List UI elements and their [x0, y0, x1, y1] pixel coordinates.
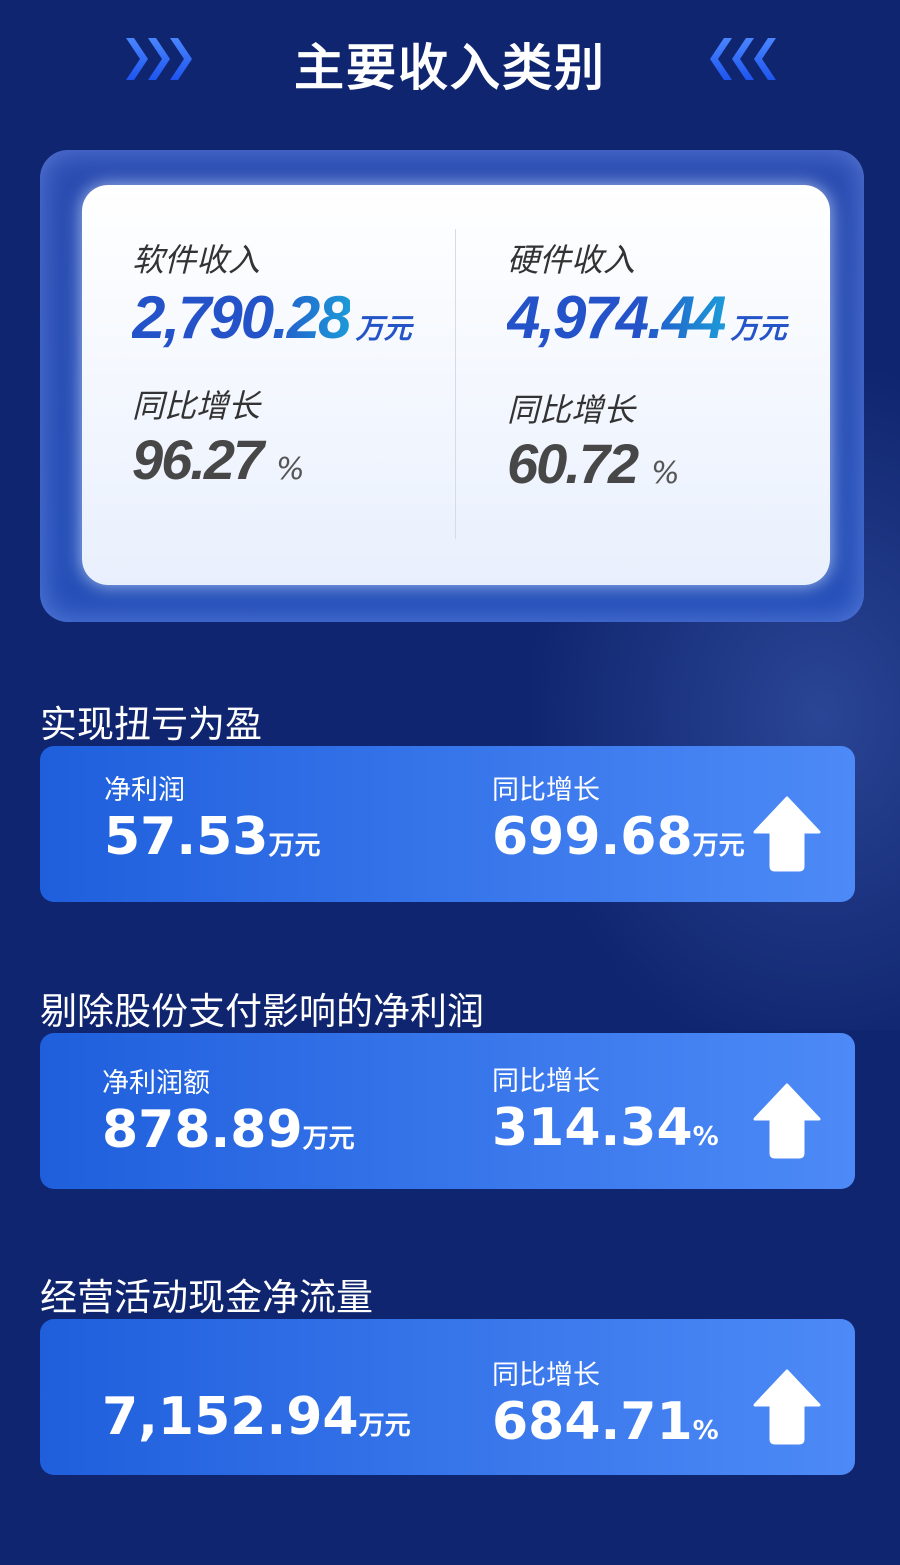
operating-cash-flow-card: 7,152.94万元 同比增长 684.71%	[40, 1319, 855, 1475]
growth-unit: 万元	[692, 831, 745, 861]
hardware-unit: 万元	[730, 312, 787, 345]
arrow-up-icon	[753, 796, 821, 872]
chevrons-right-icon	[126, 38, 192, 80]
hardware-value: 4,974.44	[507, 284, 727, 351]
metric-value: 878.89	[102, 1100, 303, 1160]
growth-value: 314.34	[492, 1098, 693, 1158]
software-growth-label: 同比增长	[132, 387, 261, 425]
revenue-card: 软件收入 2,790.28 万元 同比增长 96.27% 硬件收入 4,974.4…	[82, 185, 830, 585]
net-profit-card: 净利润 57.53万元 同比增长 699.68万元	[40, 746, 855, 902]
hardware-revenue: 硬件收入 4,974.44 万元 同比增长 60.72%	[507, 235, 817, 496]
growth-label: 同比增长	[492, 1360, 600, 1391]
metric-value: 57.53	[104, 807, 269, 867]
software-label: 软件收入	[132, 241, 261, 279]
growth-label: 同比增长	[492, 775, 600, 806]
divider	[455, 229, 456, 539]
metric-label: 净利润额	[102, 1068, 210, 1099]
header: 主要收入类别	[0, 24, 900, 97]
metric-unit: 万元	[268, 831, 321, 861]
growth-unit: %	[692, 1416, 719, 1446]
hardware-label: 硬件收入	[507, 241, 636, 279]
growth-value: 699.68	[492, 807, 693, 867]
section-title: 经营活动现金净流量	[40, 1276, 373, 1319]
metric-unit: 万元	[358, 1411, 411, 1441]
hardware-growth-unit: %	[651, 456, 680, 491]
metric-unit: 万元	[302, 1124, 355, 1154]
metric-value: 7,152.94	[102, 1387, 359, 1447]
page-title: 主要收入类别	[294, 39, 606, 97]
software-growth-value: 96.27	[132, 428, 264, 491]
adjusted-net-profit-card: 净利润额 878.89万元 同比增长 314.34%	[40, 1033, 855, 1189]
chevrons-left-icon	[710, 38, 776, 80]
section-title: 实现扭亏为盈	[40, 703, 262, 746]
arrow-up-icon	[753, 1369, 821, 1445]
hardware-growth-label: 同比增长	[507, 391, 636, 429]
growth-value: 684.71	[492, 1392, 693, 1452]
software-unit: 万元	[355, 312, 412, 345]
software-growth-unit: %	[276, 452, 305, 487]
growth-label: 同比增长	[492, 1066, 600, 1097]
section-title: 剔除股份支付影响的净利润	[40, 990, 484, 1033]
software-revenue: 软件收入 2,790.28 万元 同比增长 96.27%	[132, 235, 442, 492]
growth-unit: %	[692, 1122, 719, 1152]
hardware-growth-value: 60.72	[507, 432, 639, 495]
metric-label: 净利润	[104, 775, 185, 806]
software-value: 2,790.28	[132, 284, 352, 351]
revenue-panel: 软件收入 2,790.28 万元 同比增长 96.27% 硬件收入 4,974.4…	[40, 150, 864, 622]
arrow-up-icon	[753, 1083, 821, 1159]
